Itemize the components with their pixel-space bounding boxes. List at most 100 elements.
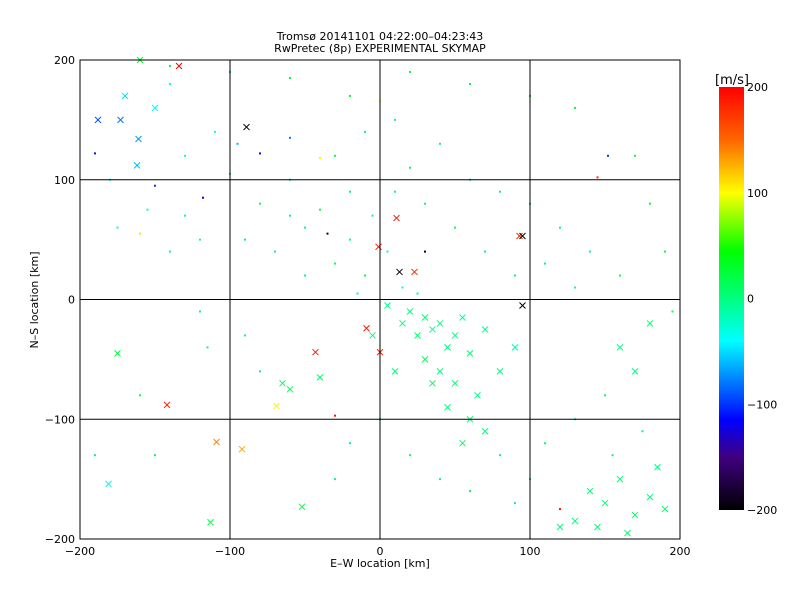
data-point-dot <box>154 454 156 457</box>
data-point-dot <box>649 202 651 205</box>
data-point-cross <box>571 517 579 525</box>
data-point-dot <box>394 118 396 121</box>
data-point-dot <box>169 82 171 85</box>
data-point-dot <box>319 208 321 211</box>
data-point-cross <box>399 320 406 327</box>
chart-title: Tromsø 20141101 04:22:00–04:23:43 <box>276 30 484 43</box>
data-point-cross <box>117 116 124 124</box>
data-point-dot <box>574 106 576 109</box>
y-axis-label: N–S location [km] <box>28 251 41 348</box>
colorbar-tick-label: 200 <box>747 81 768 94</box>
data-point-cross <box>444 344 451 351</box>
data-point-cross <box>459 439 466 447</box>
data-point-dot <box>169 64 171 67</box>
data-point-dot <box>664 250 666 253</box>
data-point-cross <box>94 116 102 124</box>
data-point-dot <box>184 214 186 217</box>
data-point-cross <box>163 401 171 409</box>
y-tick-label: 200 <box>54 54 75 67</box>
data-point-dot <box>544 262 546 265</box>
data-point-cross <box>661 505 669 513</box>
data-point-dot <box>259 152 261 155</box>
tick-labels: −200 −100 0 100 200 −200 −100 0 100 200 <box>45 54 691 558</box>
data-point-dot <box>484 250 486 253</box>
data-point-dot <box>439 478 441 481</box>
y-tick-label: 100 <box>54 174 75 187</box>
data-point-dot <box>304 274 306 277</box>
data-point-cross <box>556 523 564 531</box>
x-tick-label: −200 <box>65 545 95 558</box>
data-point-cross <box>286 385 294 393</box>
data-point-dot <box>607 154 609 157</box>
data-point-dot <box>94 454 96 457</box>
data-point-dot <box>94 152 96 155</box>
data-point-dot <box>416 292 419 295</box>
data-point-dot <box>424 202 426 205</box>
data-point-dot <box>371 214 374 217</box>
data-point-dot <box>349 94 351 97</box>
data-point-cross <box>586 487 594 495</box>
data-point-dot <box>611 454 614 457</box>
colorbar-tick-labels: 200 100 0 −100 −200 <box>747 81 777 517</box>
data-point-dot <box>326 232 329 235</box>
data-point-dot <box>671 310 674 313</box>
data-point-dot <box>289 136 291 139</box>
data-point-dot <box>574 286 576 289</box>
data-point-dot <box>589 250 591 253</box>
data-point-cross <box>496 367 504 375</box>
data-point-dot <box>364 130 366 133</box>
data-point-dot <box>424 250 426 253</box>
data-point-dot <box>202 196 204 199</box>
data-point-dot <box>274 250 276 253</box>
data-point-cross <box>516 232 523 240</box>
data-point-cross <box>474 391 481 399</box>
data-point-dot <box>206 346 209 349</box>
chart-subtitle: RwPretec (8p) EXPERIMENTAL SKYMAP <box>274 42 486 55</box>
data-point-dot <box>259 370 261 373</box>
data-point-cross <box>375 243 382 251</box>
data-point-dot <box>116 226 119 229</box>
data-point-cross <box>511 344 519 351</box>
data-point-dot <box>386 250 389 253</box>
data-point-cross <box>631 511 639 519</box>
data-point-cross <box>273 402 280 410</box>
data-point-cross <box>444 403 451 411</box>
data-point-cross <box>243 123 250 131</box>
data-point-dot <box>439 142 441 145</box>
data-point-cross <box>238 445 246 453</box>
data-point-dot <box>289 76 291 79</box>
data-point-dot <box>596 176 599 179</box>
data-point-dot <box>169 250 171 253</box>
data-point-dot <box>289 214 291 217</box>
data-point-cross <box>391 367 399 375</box>
data-point-cross <box>298 503 306 511</box>
data-point-cross <box>207 518 214 526</box>
data-point-dot <box>619 274 621 277</box>
x-tick-label: 0 <box>377 545 384 558</box>
data-point-cross <box>213 438 220 446</box>
data-point-dot <box>469 82 471 85</box>
data-point-cross <box>451 332 459 339</box>
data-point-cross <box>654 463 661 471</box>
plot-frame <box>79 59 681 540</box>
data-point-dot <box>544 442 546 445</box>
data-point-cross <box>594 523 601 531</box>
data-point-cross <box>451 379 459 387</box>
data-point-dot <box>559 508 561 511</box>
data-point-cross <box>631 367 639 375</box>
data-point-cross <box>421 314 429 321</box>
data-point-cross <box>481 427 489 435</box>
data-point-cross <box>133 162 141 169</box>
data-point-cross <box>279 379 286 387</box>
data-point-cross <box>406 308 414 315</box>
y-tick-label: −200 <box>45 533 75 546</box>
data-point-cross <box>436 367 444 375</box>
data-point-dot <box>499 190 501 193</box>
data-point-cross <box>105 480 112 488</box>
data-point-dot <box>259 202 261 205</box>
data-point-dot <box>199 238 201 241</box>
colorbar-tick-label: 100 <box>747 187 768 200</box>
data-point-dot <box>356 292 359 295</box>
